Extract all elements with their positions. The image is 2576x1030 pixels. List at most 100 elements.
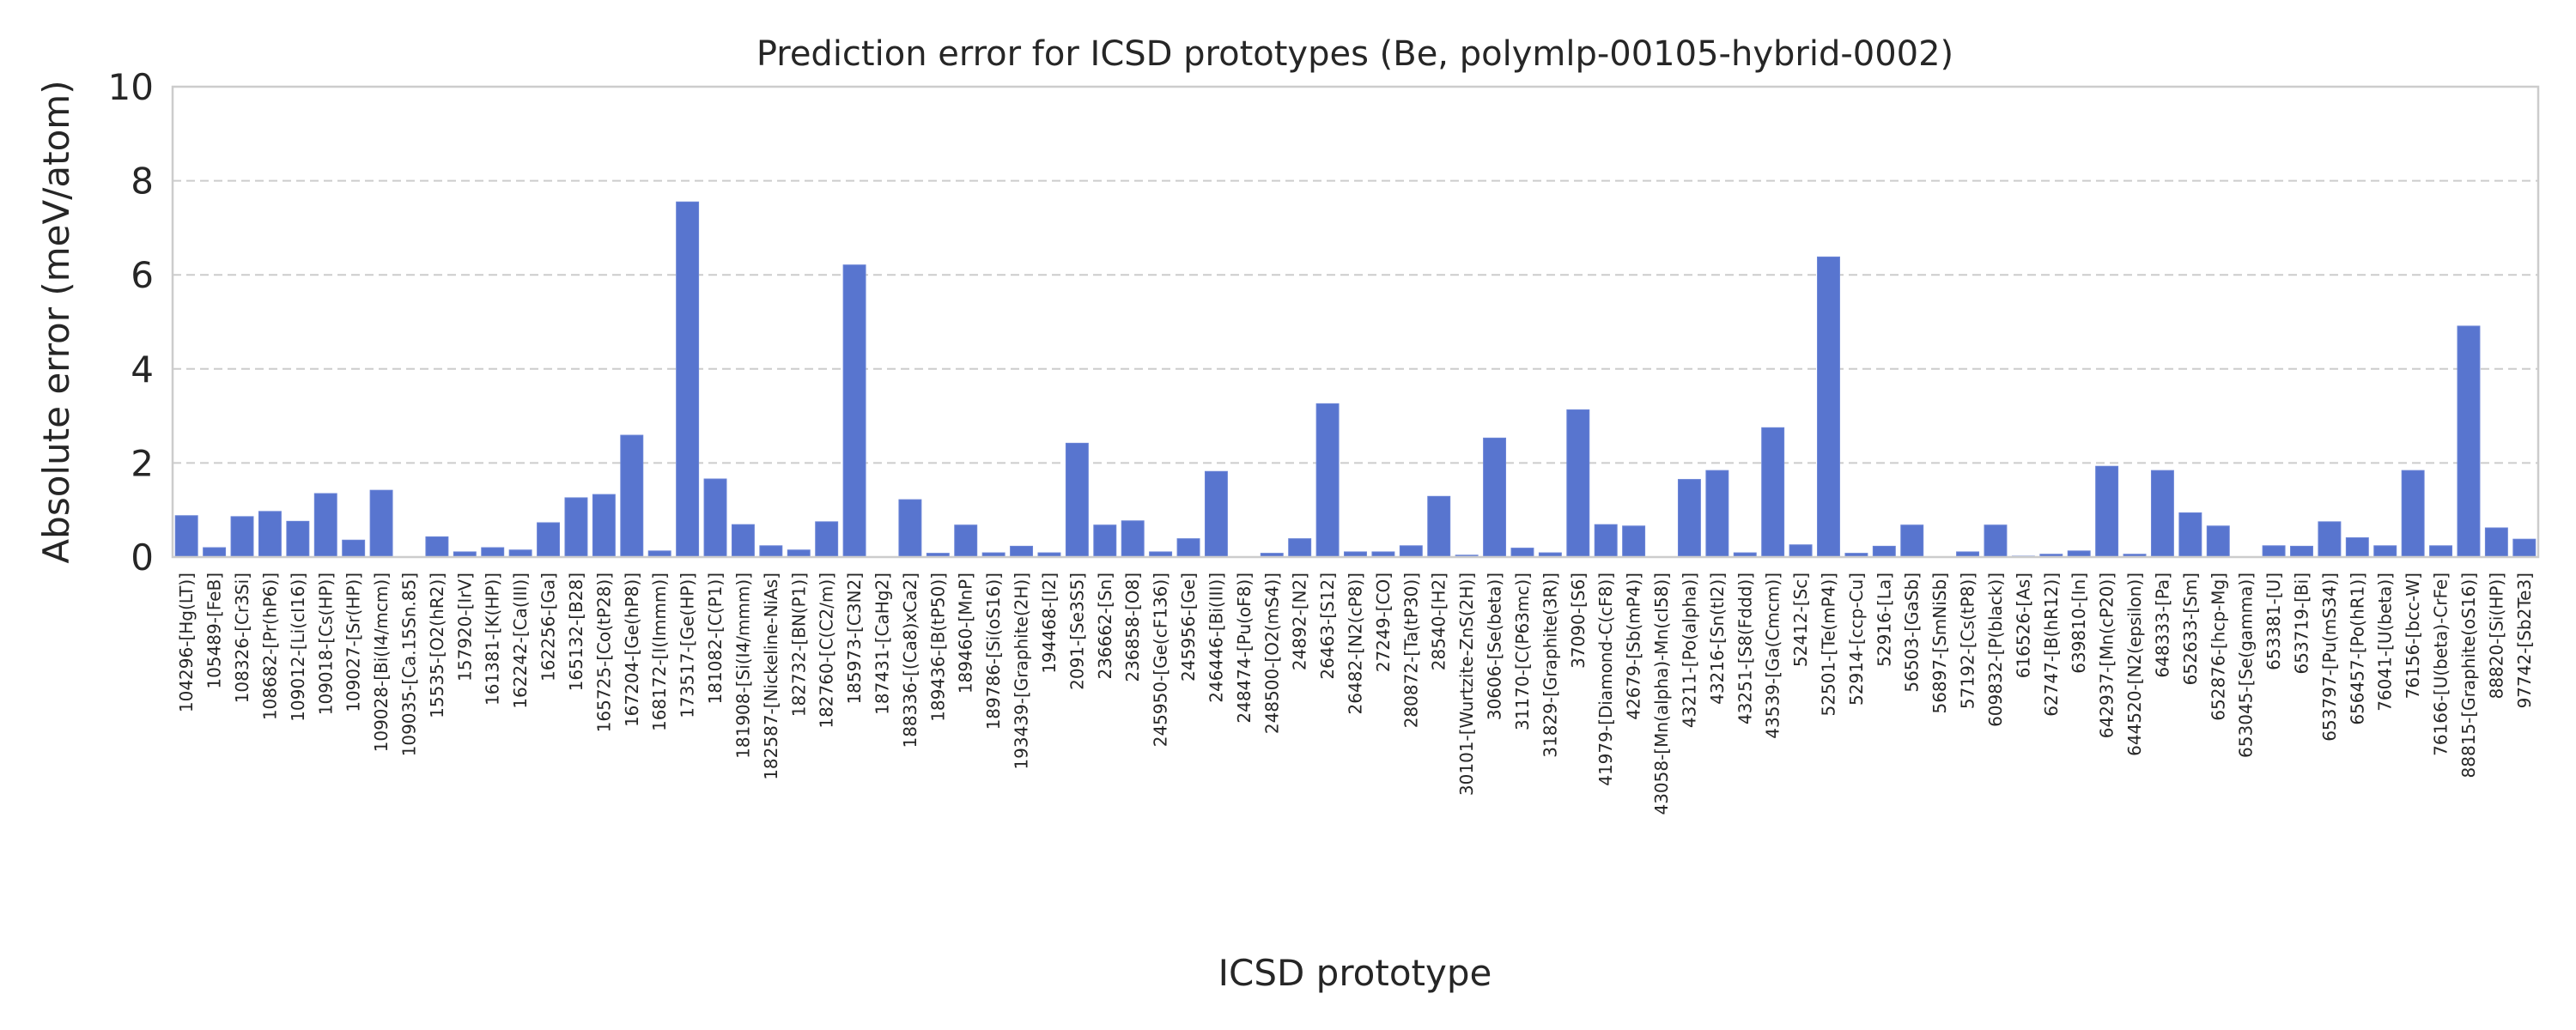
bar [842,264,866,558]
x-tick-label: 161381-[K(HP)] [483,573,503,706]
x-tick-label: 236858-[O8] [1122,573,1143,682]
x-tick-label: 616526-[As] [2013,573,2033,678]
x-tick-label: 653045-[Se(gamma)] [2236,573,2257,758]
x-tick-label: 109035-[Ca.15Sn.85] [399,573,420,756]
x-tick-label: 109028-[Bi(I4/mcm)] [371,573,392,752]
bar [2345,537,2369,558]
y-tick-label: 2 [131,442,154,484]
bar [425,536,449,558]
bar [313,493,337,558]
bar [731,524,755,558]
x-tick-label: 30101-[Wurtzite-ZnS(2H)] [1456,573,1477,796]
chart-title: Prediction error for ICSD prototypes (Be… [756,34,1953,74]
x-tick-label: 24892-[N2] [1290,573,1310,670]
bar [2373,545,2397,558]
bar [676,201,700,558]
bar [1315,403,1340,558]
x-tick-label: 245956-[Ge] [1178,573,1199,682]
x-tick-label: 41979-[Diamond-C(cF8)] [1595,573,1616,786]
bar [620,434,644,558]
bar [1204,470,1228,558]
x-tick-label: 182760-[C(C2/m)] [817,573,837,729]
x-tick-label: 165132-[B28] [566,573,586,691]
bar [1817,256,1840,558]
x-tick-label: 182587-[Nickeline-NiAs] [761,573,781,780]
bar [286,520,310,558]
bar [564,497,588,558]
x-tick-label: 181082-[C(P1)] [705,573,726,705]
x-tick-label: 182732-[BN(P1)] [788,573,809,717]
x-tick-label: 31829-[Graphite(3R)] [1540,573,1560,758]
bar [1288,538,1312,558]
x-tick-label: 76156-[bcc-W] [2403,573,2423,699]
x-tick-label: 30606-[Se(beta)] [1485,573,1505,720]
bar [203,547,227,558]
x-tick-label: 639810-[In] [2069,573,2089,674]
x-tick-label: 76041-[U(beta)] [2375,573,2396,712]
x-tick-label: 52914-[ccp-Cu] [1846,573,1867,706]
x-tick-label: 187431-[CaHg2] [872,573,893,715]
x-tick-label: 43251-[S8(Fddd)] [1735,573,1755,724]
x-tick-label: 642937-[Mn(cP20)] [2097,573,2117,738]
x-tick-label: 26482-[N2(cP8)] [1346,573,1366,715]
bar [2401,470,2425,558]
x-tick-label: 194468-[I2] [1039,573,1060,674]
bar [1510,548,1534,558]
bar [1705,470,1729,558]
x-tick-label: 88815-[Graphite(oS16)] [2458,573,2479,778]
bar [2429,545,2453,558]
bar [1093,524,1117,558]
bar [369,489,393,558]
y-tick-label: 10 [108,66,154,108]
x-tick-label: 52412-[Sc] [1790,573,1811,667]
x-tick-label: 653381-[U] [2263,573,2284,670]
bar [1761,427,1785,558]
x-tick-label: 185973-[C3N2] [844,573,865,705]
bar [2318,521,2342,558]
x-tick-label: 248500-[O2(mS4)] [1261,573,1282,734]
x-tick-label: 42679-[Sb(mP4)] [1624,573,1644,720]
bar [1399,545,1423,558]
bar [592,494,616,558]
x-tick-label: 162242-[Ca(III)] [510,573,531,709]
x-tick-label: 31170-[C(P63mc)] [1512,573,1533,730]
bar [759,545,783,558]
bar [815,521,839,558]
bar [2150,470,2174,558]
x-tick-label: 653719-[Bi] [2292,573,2312,674]
x-tick-label: 189460-[MnP] [956,573,976,694]
y-axis-ticks: 0 2 4 6 8 10 [108,66,154,579]
bar [2484,527,2508,558]
x-tick-label: 37090-[S6] [1568,573,1589,669]
bar [258,511,282,558]
y-tick-label: 6 [131,254,154,296]
x-tick-label: 653797-[Pu(mS34)] [2319,573,2340,742]
x-tick-label: 62747-[B(hR12)] [2041,573,2062,717]
bar [1622,525,1646,558]
x-tick-label: 609832-[P(black)] [1985,573,2006,727]
x-tick-label: 108326-[Cr3Si] [232,573,252,703]
x-tick-label: 648333-[Pa] [2152,573,2172,678]
x-tick-label: 43211-[Po(alpha)] [1679,573,1699,728]
x-tick-label: 97742-[Sb2Te3] [2514,573,2535,708]
x-tick-label: 652633-[Sm] [2180,573,2201,685]
x-tick-label: 181908-[Si(I4/mmm)] [732,573,753,759]
bar [954,524,978,558]
x-tick-label: 193439-[Graphite(2H)] [1012,573,1032,770]
bar [1789,544,1813,558]
x-tick-label: 189436-[B(tP50)] [927,573,948,722]
x-tick-label: 43216-[Sn(tI2)] [1707,573,1728,705]
bar [2095,465,2119,558]
x-axis-ticks: 104296-[Hg(LT)] 105489-[FeB] 108326-[Cr3Si… [176,573,2535,815]
bar [2457,325,2481,558]
x-tick-label: 88820-[Si(HP)] [2486,573,2506,699]
x-tick-label: 109027-[Sr(HP)] [343,573,364,712]
x-tick-label: 188336-[(Ca8)xCa2] [900,573,920,748]
plot-frame [171,85,2540,559]
bar [1176,538,1200,558]
x-tick-label: 43058-[Mn(alpha)-Mn(cI58)] [1651,573,1672,815]
bar [1065,442,1089,558]
x-tick-label: 109018-[Cs(HP)] [315,573,336,715]
bar [1483,437,1507,558]
